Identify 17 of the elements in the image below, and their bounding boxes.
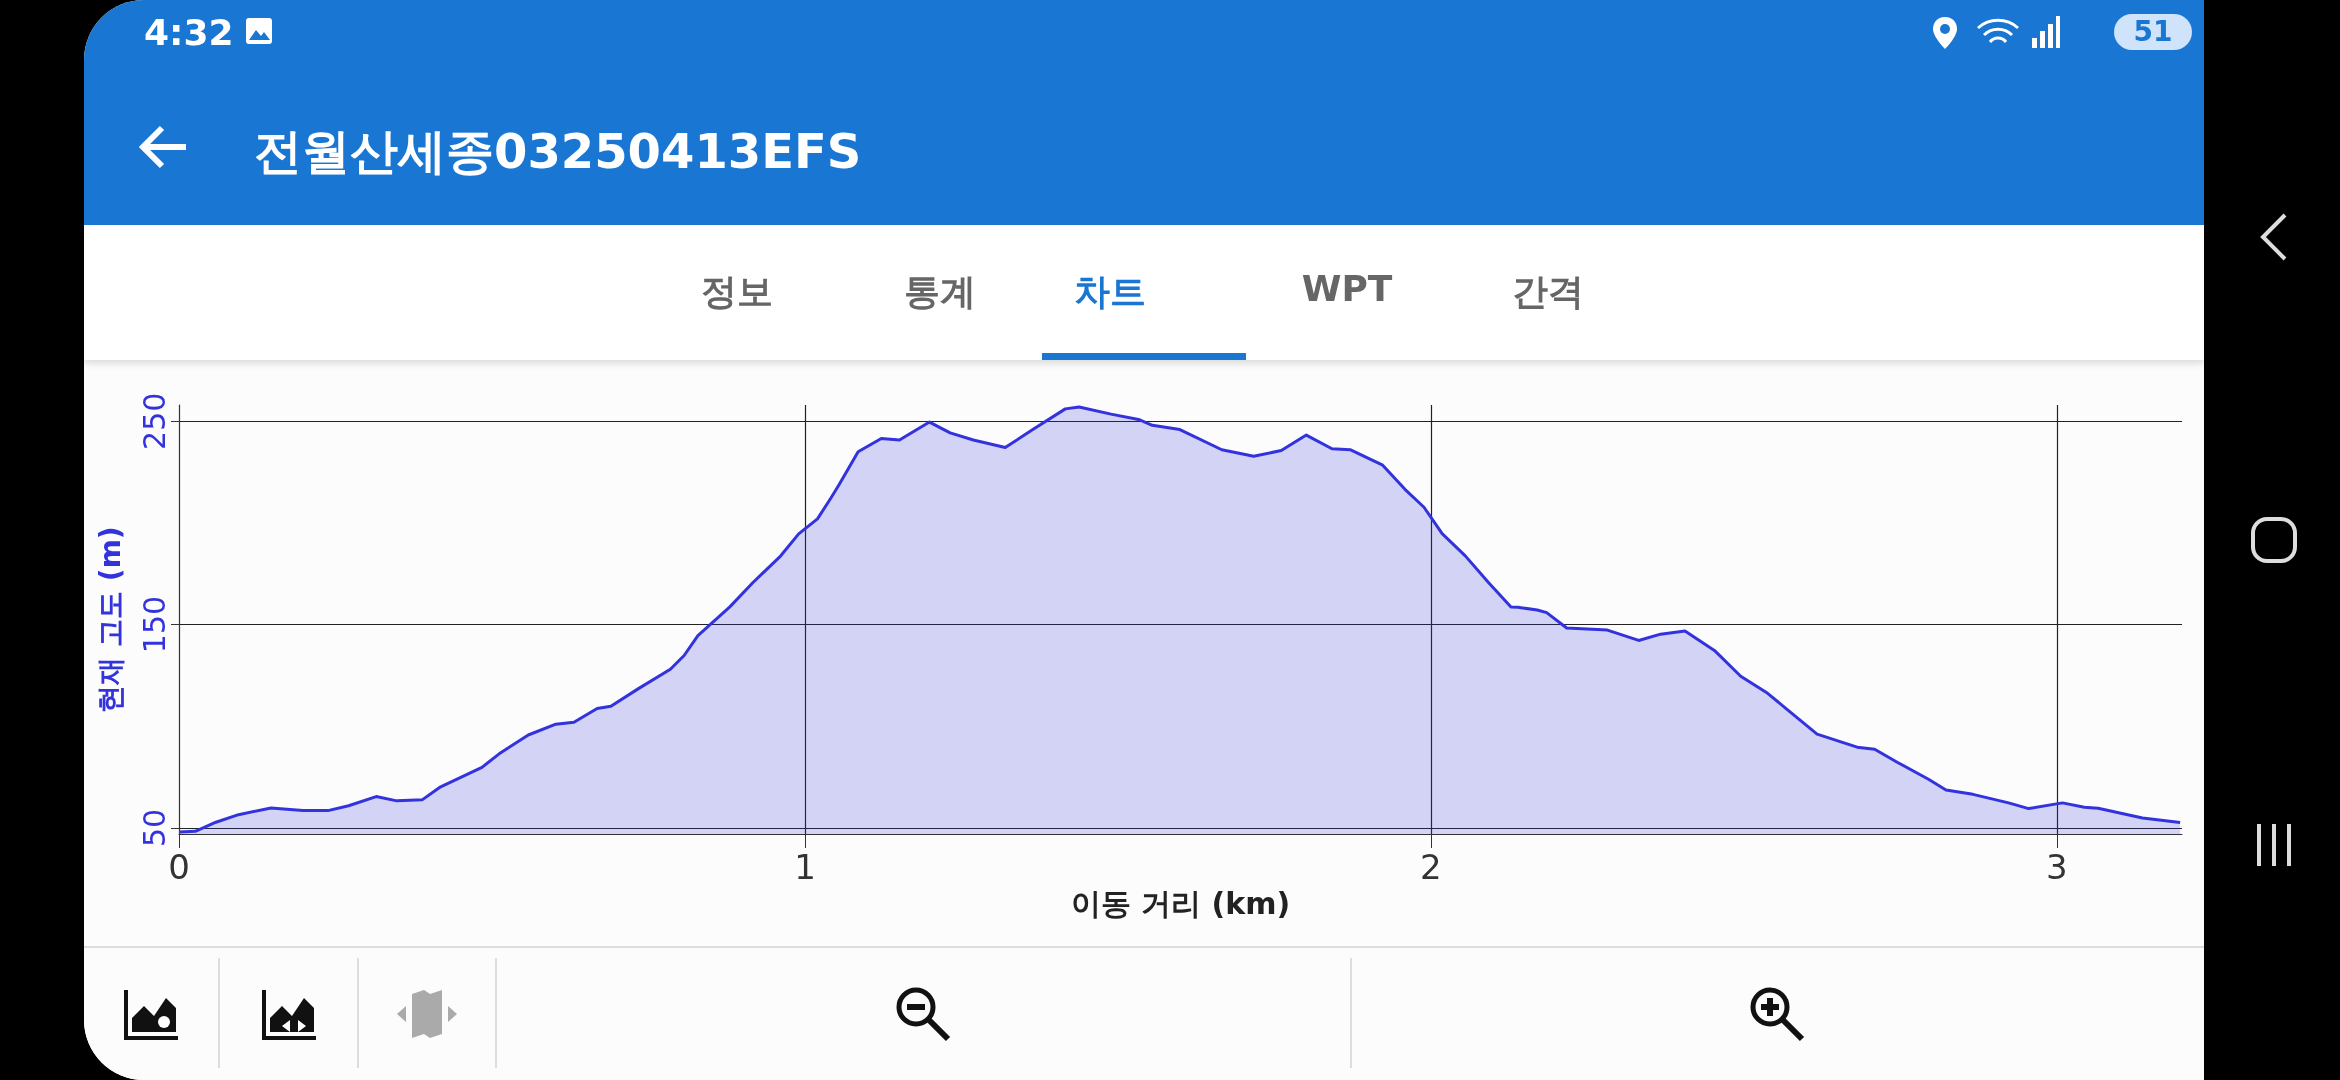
text: 정보 xyxy=(700,270,774,314)
text: WPT xyxy=(1300,268,1394,309)
y-tick-label: 150 xyxy=(136,595,172,654)
y-tick-label: 250 xyxy=(136,392,172,450)
x-tick-label: 0 xyxy=(168,847,190,887)
x-tick-label: 2 xyxy=(1420,847,1442,887)
text: 통계 xyxy=(903,270,977,314)
text: 차트 xyxy=(1073,270,1147,314)
chart-title: 전월산세종03250413EFS xyxy=(254,122,862,181)
x-axis-title: 이동 거리 (km) xyxy=(1070,886,1291,922)
y-tick-label: 50 xyxy=(136,808,172,847)
text: 간격 xyxy=(1511,270,1585,314)
x-tick-label: 1 xyxy=(794,847,816,887)
text: 4:32 xyxy=(144,12,234,53)
x-tick-label: 3 xyxy=(2045,847,2068,887)
text: 51 xyxy=(2114,14,2192,50)
y-axis-title: 현재 고도 (m) xyxy=(93,526,127,713)
